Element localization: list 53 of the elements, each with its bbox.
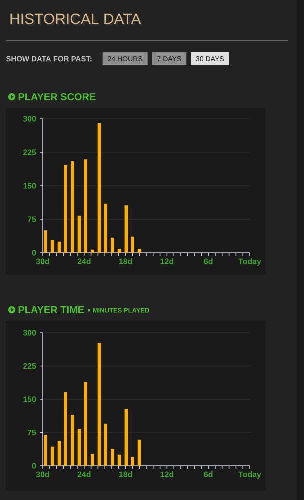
- x-tick-label: 24d: [78, 472, 91, 478]
- bar: [44, 434, 48, 466]
- bar: [64, 392, 68, 466]
- x-tick-label: 18d: [119, 472, 132, 478]
- chart-title: PLAYER SCORE: [18, 93, 96, 101]
- y-tick-label: 150: [24, 183, 36, 189]
- bar: [50, 446, 54, 466]
- chart-title: PLAYER TIME: [18, 306, 84, 314]
- bar: [104, 204, 108, 253]
- bar: [104, 424, 108, 466]
- bar: [118, 454, 122, 466]
- bar: [50, 240, 54, 253]
- x-tick-label: 6d: [204, 258, 213, 264]
- bar: [138, 440, 142, 466]
- bar: [78, 429, 82, 466]
- y-tick-label: 225: [23, 363, 36, 370]
- bar: [44, 230, 48, 253]
- x-tick-label: 30d: [36, 258, 50, 264]
- bar: [70, 415, 74, 466]
- y-tick-label: 0: [32, 463, 36, 469]
- bar: [64, 165, 68, 253]
- x-tick-label: 12d: [160, 258, 174, 264]
- bar: [110, 238, 114, 253]
- bar: [118, 248, 122, 253]
- x-tick-label: 6d: [204, 472, 213, 478]
- y-tick-label: 150: [24, 396, 36, 402]
- bar: [84, 160, 88, 253]
- x-tick-label: Today: [238, 258, 262, 266]
- bar: [98, 123, 102, 253]
- y-tick-label: 0: [32, 250, 36, 256]
- x-tick-label: 24d: [78, 258, 91, 264]
- bar: [90, 454, 94, 466]
- bar: [78, 216, 82, 253]
- y-tick-label: 75: [28, 216, 36, 222]
- y-tick-label: 75: [28, 430, 36, 436]
- bar: [130, 457, 134, 466]
- bar: [98, 343, 102, 466]
- x-tick-label: Today: [238, 472, 262, 479]
- bar: [110, 449, 114, 466]
- bar: [130, 236, 134, 253]
- x-tick-label: 12d: [160, 472, 174, 478]
- x-tick-label: 18d: [119, 258, 132, 264]
- text: HISTORICAL DATA: [12, 15, 143, 26]
- bar: [70, 161, 74, 253]
- bar: [58, 441, 62, 466]
- y-tick-label: 300: [23, 330, 36, 336]
- y-tick-label: 225: [23, 150, 36, 156]
- bar: [58, 242, 62, 253]
- bar: [84, 382, 88, 466]
- bar: [138, 248, 142, 253]
- x-tick-label: 30d: [36, 472, 50, 478]
- y-tick-label: 300: [23, 116, 36, 122]
- bar: [90, 250, 94, 253]
